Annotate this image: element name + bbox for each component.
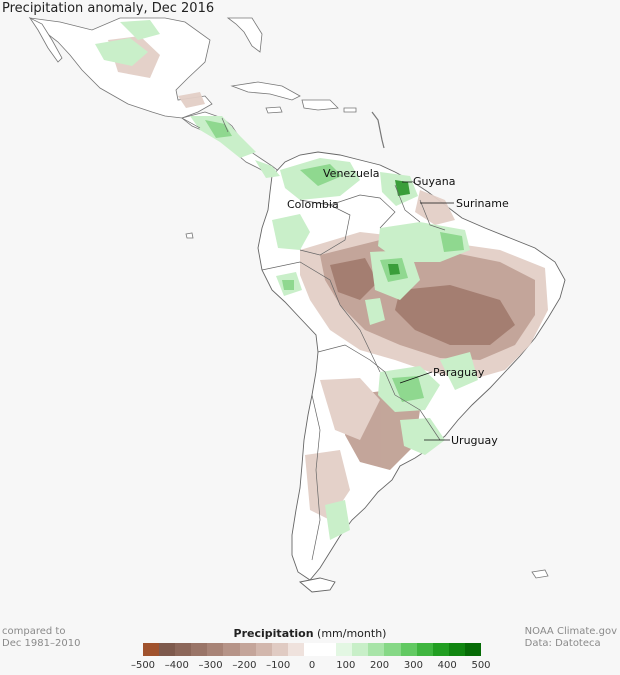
legend-swatch bbox=[320, 643, 337, 656]
source-line-1: NOAA Climate.gov bbox=[524, 626, 617, 637]
land-baja bbox=[28, 16, 63, 63]
land-falklands bbox=[531, 569, 549, 579]
baseline-line-2: Dec 1981–2010 bbox=[2, 638, 81, 649]
land-puerto-rico bbox=[343, 107, 357, 113]
legend-color-scale bbox=[143, 643, 481, 656]
label-suriname: Suriname bbox=[456, 197, 509, 210]
land-jamaica bbox=[265, 106, 283, 114]
legend-swatch bbox=[352, 643, 369, 656]
legend-tick-label: 100 bbox=[336, 660, 356, 671]
baseline-line-1: compared to bbox=[2, 626, 66, 637]
legend-swatch bbox=[239, 643, 256, 656]
legend-tick-label: –100 bbox=[266, 660, 291, 671]
legend-title: Precipitation (mm/month) bbox=[0, 627, 620, 640]
wet-anomaly-areas bbox=[95, 20, 478, 540]
legend-tick-label: 500 bbox=[471, 660, 491, 671]
legend-swatch bbox=[336, 643, 353, 656]
label-venezuela: Venezuela bbox=[323, 167, 380, 180]
legend-tick-label: 200 bbox=[370, 660, 390, 671]
legend-tick-labels: –500 –400 –300 –200 –100 0 100 200 300 400 500 bbox=[0, 660, 620, 674]
label-leader-lines bbox=[399, 181, 454, 441]
legend-tick-label: –500 bbox=[130, 660, 156, 671]
source-line-2: Data: Datoteca bbox=[524, 638, 601, 649]
map-title: Precipitation anomaly, Dec 2016 bbox=[2, 1, 215, 16]
legend-swatch bbox=[303, 643, 321, 656]
legend-swatch bbox=[175, 643, 192, 656]
legend-swatch bbox=[400, 643, 417, 656]
legend-title-bold: Precipitation bbox=[233, 627, 314, 640]
legend-swatch bbox=[207, 643, 224, 656]
land-south-america bbox=[257, 151, 566, 581]
legend-tick-label: 0 bbox=[308, 660, 316, 671]
legend-swatch bbox=[384, 643, 401, 656]
country-borders bbox=[181, 117, 446, 561]
legend-swatch bbox=[191, 643, 208, 656]
legend-swatch bbox=[416, 643, 433, 656]
land-lesser-antilles bbox=[371, 111, 385, 149]
legend-swatch bbox=[271, 643, 288, 656]
land-hispaniola bbox=[301, 99, 339, 111]
land-galapagos bbox=[185, 232, 194, 239]
legend-tick-label: –400 bbox=[164, 660, 189, 671]
legend-swatch bbox=[223, 643, 240, 656]
legend-swatch bbox=[448, 643, 465, 656]
legend-title-unit: (mm/month) bbox=[317, 627, 387, 640]
legend-tick-label: –300 bbox=[198, 660, 223, 671]
legend-swatch bbox=[287, 643, 304, 656]
baseline-note: compared to Dec 1981–2010 bbox=[2, 626, 80, 650]
legend-swatch bbox=[368, 643, 385, 656]
legend-tick-label: 300 bbox=[403, 660, 423, 671]
land-florida bbox=[226, 17, 263, 53]
label-colombia: Colombia bbox=[287, 198, 339, 211]
land-tierra-del-fuego bbox=[298, 577, 336, 593]
label-paraguay: Paraguay bbox=[433, 366, 485, 379]
source-note: NOAA Climate.gov Data: Datoteca bbox=[525, 626, 617, 650]
legend-swatch bbox=[432, 643, 449, 656]
legend-swatch bbox=[255, 643, 272, 656]
legend-swatch bbox=[159, 643, 176, 656]
label-uruguay: Uruguay bbox=[451, 434, 498, 447]
label-guyana: Guyana bbox=[413, 175, 456, 188]
legend-swatch bbox=[143, 643, 160, 656]
legend-tick-label: 400 bbox=[437, 660, 457, 671]
legend-swatch bbox=[464, 643, 481, 656]
legend-tick-label: –200 bbox=[232, 660, 257, 671]
land-cuba bbox=[230, 81, 301, 101]
